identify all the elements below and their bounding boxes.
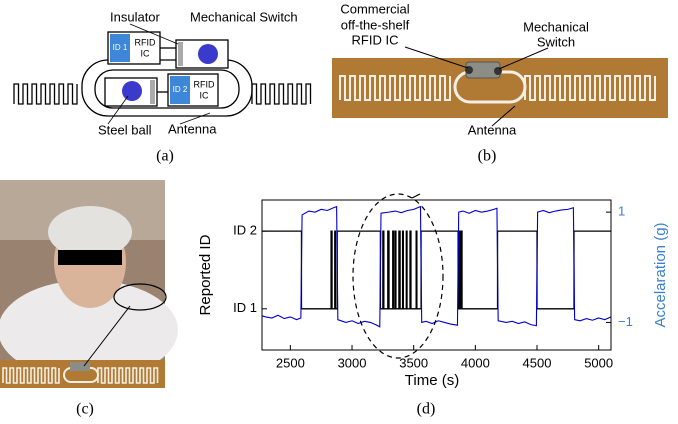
panel-c — [0, 180, 178, 388]
x-axis-label: Time (s) — [405, 372, 459, 389]
caption: (b) — [478, 148, 497, 165]
pointer — [179, 112, 211, 125]
pointer — [404, 46, 469, 69]
insulator — [178, 42, 183, 66]
id-chip — [170, 76, 190, 104]
ic-label: IC — [200, 90, 210, 100]
plot-frame — [261, 199, 612, 351]
antenna-loop-inner — [94, 69, 240, 109]
antenna-trace — [339, 75, 451, 101]
y-tick-label: ID 2 — [233, 223, 257, 238]
y2-axis-label: Accelaration (g) — [652, 222, 669, 327]
label: Steel ball — [98, 122, 152, 137]
x-tick-label: 5000 — [584, 355, 613, 370]
annotation-ellipse — [352, 193, 444, 359]
ic-label: RFID — [194, 79, 215, 89]
caption: (c) — [76, 401, 94, 418]
antenna-meander — [13, 83, 78, 105]
steel-ball — [122, 81, 142, 101]
y-tick-label: ID 1 — [233, 300, 257, 315]
label: off-the-shelf — [341, 17, 410, 32]
x-tick-label: 3000 — [338, 355, 367, 370]
ic-label: RFID — [135, 37, 156, 47]
chip — [70, 362, 90, 371]
antenna-trace — [97, 367, 159, 384]
label: Insulator — [110, 9, 161, 24]
series-line — [262, 230, 611, 310]
antenna-trace — [524, 75, 656, 101]
insulator — [150, 80, 155, 104]
antenna-trace — [2, 367, 60, 384]
annotation-arrow — [411, 193, 421, 199]
panel-a — [13, 23, 312, 125]
y2-tick-label: 1 — [618, 204, 625, 219]
caption: (a) — [156, 148, 174, 165]
y-axis-label: Reported ID — [197, 234, 214, 315]
y2-tick-label: −1 — [618, 314, 633, 329]
x-tick-label: 4000 — [461, 355, 490, 370]
hair — [48, 206, 132, 258]
label: Mechanical Switch — [190, 9, 298, 24]
censor-bar — [58, 250, 122, 265]
id-label: ID 1 — [113, 43, 128, 52]
pointer — [129, 23, 179, 45]
label: Antenna — [168, 121, 217, 136]
shirt — [0, 280, 178, 380]
pointer — [83, 305, 131, 367]
label: Antenna — [468, 122, 517, 137]
pointer — [491, 105, 516, 127]
label: RFID IC — [352, 32, 399, 47]
x-tick-label: 4500 — [523, 355, 552, 370]
antenna-meander — [251, 83, 312, 105]
antenna-loop — [81, 59, 253, 117]
caption: (d) — [417, 401, 436, 418]
x-tick-label: 3500 — [399, 355, 428, 370]
x-tick-label: 2500 — [276, 355, 305, 370]
label: Switch — [537, 34, 575, 49]
highlight — [113, 283, 167, 311]
panel-b — [332, 46, 668, 127]
steel-ball — [198, 44, 218, 64]
pointer — [498, 47, 549, 70]
id-chip — [110, 34, 130, 62]
pointer — [107, 95, 129, 125]
label: Commercial — [340, 1, 409, 16]
id-label: ID 2 — [173, 85, 188, 94]
ic-label: IC — [141, 48, 151, 58]
label: Mechanical — [523, 19, 589, 34]
